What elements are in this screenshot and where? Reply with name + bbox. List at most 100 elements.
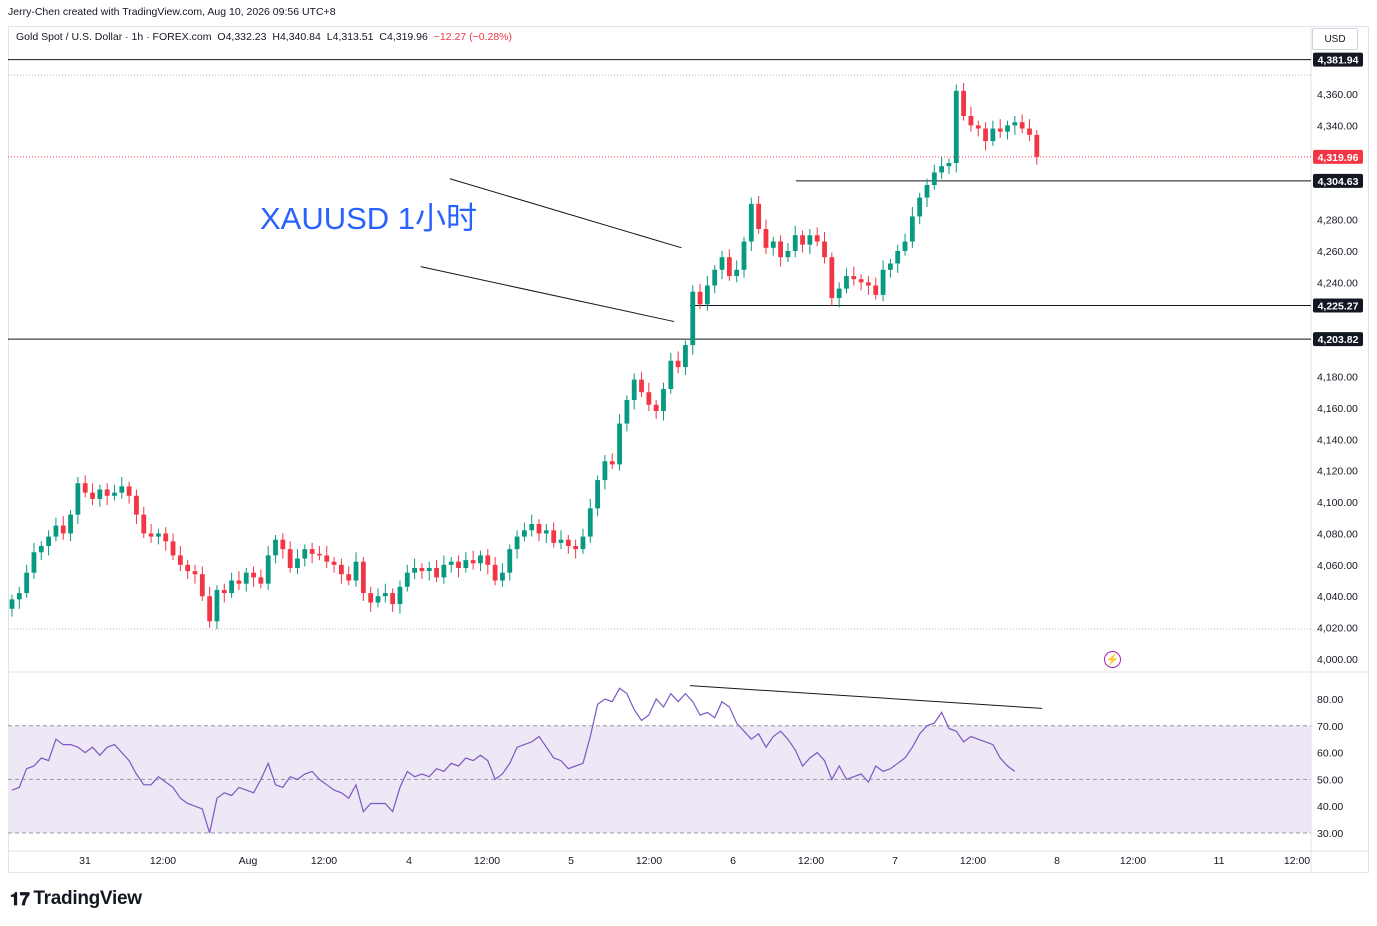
candle-body <box>199 574 205 597</box>
rsi-tick-label: 50.00 <box>1317 774 1343 786</box>
candle-body <box>287 549 293 568</box>
rsi-tick-label: 60.00 <box>1317 748 1343 760</box>
candle-body <box>156 533 161 537</box>
candle-body <box>770 241 776 248</box>
candle-body <box>844 276 849 289</box>
tradingview-logo[interactable]: 𝟏𝟕 TradingView <box>10 888 142 910</box>
candle-body <box>368 593 374 603</box>
tradingview-logo-icon: 𝟏𝟕 <box>10 888 30 909</box>
trendline <box>420 266 675 323</box>
candle-body <box>478 555 483 564</box>
candle-body <box>587 508 593 537</box>
time-tick-label: 11 <box>1214 855 1225 867</box>
candle-body <box>295 558 300 568</box>
candle-body <box>265 555 271 584</box>
candle-body <box>858 279 864 283</box>
candle-body <box>390 593 396 605</box>
candle-body <box>851 276 857 280</box>
logo-text: TradingView <box>33 888 142 909</box>
candle-body <box>441 564 447 578</box>
rsi-tick-label: 30.00 <box>1317 828 1343 840</box>
candle-body <box>558 539 564 543</box>
candle-body <box>543 530 549 534</box>
candle-body <box>280 539 286 550</box>
candle-body <box>309 549 315 554</box>
price-tick-label: 4,060.00 <box>1317 560 1358 572</box>
dotted-price-lines <box>8 74 1311 630</box>
candle-body <box>536 524 542 534</box>
time-tick-label: 31 <box>79 855 91 867</box>
price-tick-label: 4,040.00 <box>1317 591 1358 603</box>
candle-body <box>946 163 952 167</box>
candle-body <box>595 480 600 509</box>
candle-body <box>38 546 44 553</box>
symbol-name[interactable]: Gold Spot / U.S. Dollar · 1h · FOREX.com <box>16 31 212 43</box>
rsi-line <box>11 687 1016 834</box>
candle-body <box>668 360 674 390</box>
candle-body <box>763 228 769 248</box>
candle-body <box>712 269 718 286</box>
symbol-info: Gold Spot / U.S. Dollar · 1h · FOREX.com… <box>16 31 515 43</box>
candle-body <box>24 572 30 594</box>
candle-body <box>902 241 908 251</box>
currency-button[interactable]: USD <box>1312 28 1358 50</box>
candle-body <box>931 172 937 186</box>
price-tick-label: 4,280.00 <box>1317 215 1358 227</box>
candle-body <box>748 203 754 242</box>
candle-body <box>939 166 945 173</box>
rsi-axis-ticks: 80.00 70.00 60.00 50.00 40.00 30.00 <box>1317 694 1343 840</box>
price-labels: 4,381.94 4,319.96 4,304.63 4,225.27 4,203.82 <box>1313 52 1363 347</box>
candle-body <box>258 577 264 584</box>
candle-body <box>119 486 125 493</box>
candle-body <box>639 379 644 393</box>
candle-body <box>514 536 520 550</box>
ohlc-low: L4,313.51 <box>326 31 374 43</box>
time-tick-label: 12:00 <box>798 855 824 867</box>
price-label-bg <box>1313 332 1363 347</box>
candle-body <box>485 555 491 565</box>
candle-body <box>719 257 725 270</box>
candle-body <box>207 596 213 622</box>
candle-body <box>895 250 901 264</box>
candle-body <box>339 564 344 575</box>
candle-body <box>104 489 110 496</box>
lightning-icon[interactable]: ⚡ <box>1104 651 1121 668</box>
time-tick-label: 4 <box>406 855 412 867</box>
created-by-text: Jerry-Chen created with TradingView.com,… <box>8 6 336 18</box>
candle-body <box>1012 122 1018 126</box>
candle-body <box>236 580 242 584</box>
price-label-bg <box>1313 52 1363 67</box>
candle-body <box>9 599 15 609</box>
candle-body <box>953 90 959 164</box>
candle-body <box>346 574 352 581</box>
candle-body <box>273 539 278 556</box>
candle-body <box>705 285 710 305</box>
candle-body <box>624 400 630 424</box>
trendline <box>449 178 682 249</box>
time-tick-label: 5 <box>568 855 574 867</box>
candle-body <box>792 235 798 251</box>
candle-body <box>60 525 66 534</box>
candle-body <box>375 596 381 603</box>
candle-body <box>112 492 117 496</box>
candle-body <box>419 567 425 572</box>
rsi-tick-label: 70.00 <box>1317 721 1343 733</box>
candle-body <box>778 241 783 258</box>
price-axis-ticks: 4,360.00 4,340.00 4,280.00 4,260.00 4,240.00… <box>1317 89 1358 666</box>
time-tick-label: Aug <box>239 855 258 867</box>
time-tick-label: 12:00 <box>960 855 986 867</box>
ohlc-close: C4,319.96 <box>379 31 428 43</box>
candle-body <box>975 125 981 129</box>
candle-body <box>829 257 835 299</box>
price-tick-label: 4,240.00 <box>1317 277 1358 289</box>
candle-body <box>243 572 249 584</box>
candle-body <box>170 541 176 556</box>
candle-body <box>909 216 915 242</box>
candle-body <box>90 492 95 499</box>
candle-body <box>97 489 103 499</box>
candle-body <box>192 571 198 575</box>
candle-body <box>968 115 974 126</box>
candle-body <box>1005 125 1010 132</box>
time-tick-label: 12:00 <box>1120 855 1146 867</box>
